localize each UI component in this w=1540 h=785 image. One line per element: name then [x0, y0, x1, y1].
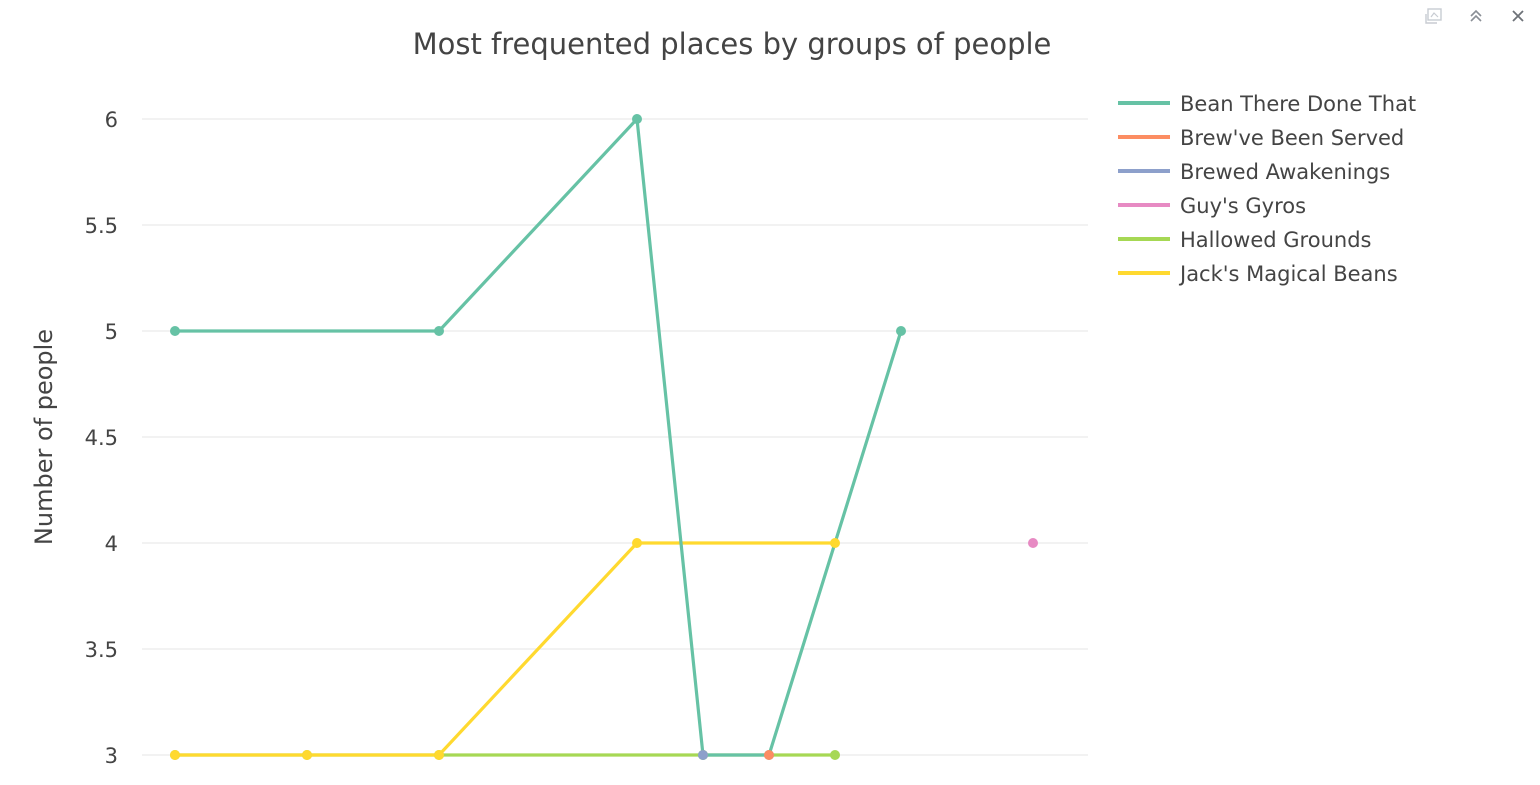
- y-tick-label: 5: [105, 320, 118, 344]
- data-point[interactable]: [698, 750, 708, 760]
- y-axis-title: Number of people: [30, 329, 58, 545]
- plot-modebar: [1424, 6, 1528, 26]
- legend-label: Jack's Magical Beans: [1178, 262, 1398, 286]
- data-point[interactable]: [632, 114, 642, 124]
- collapse-icon[interactable]: [1466, 6, 1486, 26]
- data-point[interactable]: [302, 750, 312, 760]
- y-tick-label: 4: [105, 532, 118, 556]
- data-point[interactable]: [896, 326, 906, 336]
- y-tick-label: 3.5: [85, 638, 118, 662]
- data-point[interactable]: [434, 750, 444, 760]
- close-icon[interactable]: [1508, 6, 1528, 26]
- legend[interactable]: Bean There Done That Brew've Been Served B…: [1118, 92, 1416, 286]
- data-point[interactable]: [632, 538, 642, 548]
- legend-item[interactable]: Brewed Awakenings: [1118, 160, 1390, 184]
- chart-title: Most frequented places by groups of peop…: [413, 27, 1052, 61]
- data-point[interactable]: [170, 750, 180, 760]
- y-tick-label: 6: [105, 108, 118, 132]
- data-point[interactable]: [830, 538, 840, 548]
- data-point[interactable]: [434, 326, 444, 336]
- data-point[interactable]: [1028, 538, 1038, 548]
- legend-label: Guy's Gyros: [1180, 194, 1306, 218]
- legend-label: Brew've Been Served: [1180, 126, 1404, 150]
- data-point[interactable]: [764, 750, 774, 760]
- y-tick-label: 3: [105, 744, 118, 768]
- legend-item[interactable]: Bean There Done That: [1118, 92, 1416, 116]
- download-plot-icon[interactable]: [1424, 6, 1444, 26]
- legend-item[interactable]: Brew've Been Served: [1118, 126, 1404, 150]
- y-tick-label: 4.5: [85, 426, 118, 450]
- y-tick-label: 5.5: [85, 214, 118, 238]
- legend-item[interactable]: Jack's Magical Beans: [1118, 262, 1398, 286]
- series-markers: [170, 114, 1038, 760]
- legend-item[interactable]: Hallowed Grounds: [1118, 228, 1371, 252]
- legend-label: Brewed Awakenings: [1180, 160, 1390, 184]
- series-line-0: [175, 117, 903, 757]
- legend-item[interactable]: Guy's Gyros: [1118, 194, 1306, 218]
- gridlines: [142, 118, 1088, 756]
- legend-label: Hallowed Grounds: [1180, 228, 1371, 252]
- data-point[interactable]: [830, 750, 840, 760]
- y-axis-ticks: 3 3.5 4 4.5 5 5.5 6: [85, 108, 118, 768]
- legend-label: Bean There Done That: [1180, 92, 1416, 116]
- data-point[interactable]: [170, 326, 180, 336]
